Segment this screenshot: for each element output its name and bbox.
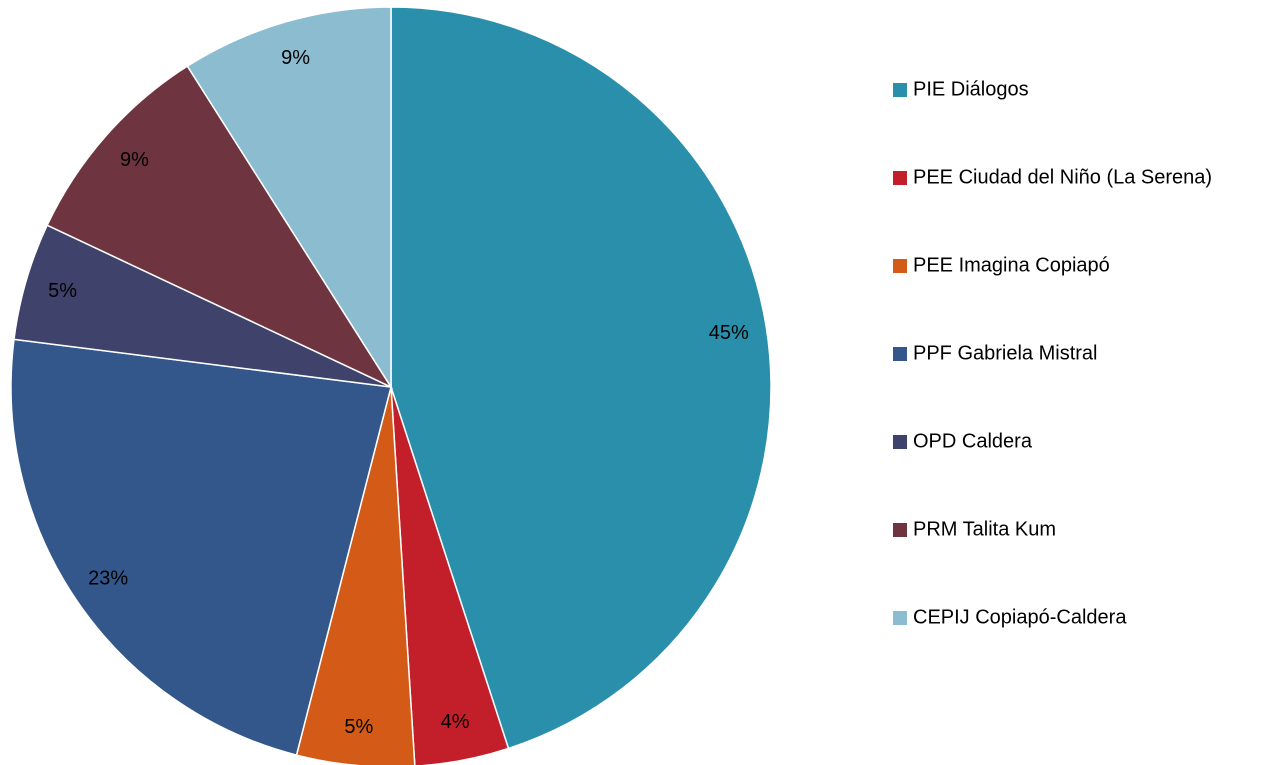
legend-label: PPF Gabriela Mistral <box>913 342 1098 364</box>
chart: 45% 4% 5% 23% 5% 9% 9% PIE Diálogos PEE Ciudad d… <box>0 0 1262 765</box>
data-label: 45% <box>709 322 749 344</box>
legend-swatch <box>893 171 907 185</box>
legend-swatch <box>893 83 907 97</box>
legend-label: CEPIJ Copiapó-Caldera <box>913 606 1127 628</box>
data-label: 5% <box>344 716 373 738</box>
legend-label: PEE Imagina Copiapó <box>913 254 1110 276</box>
legend-swatch <box>893 347 907 361</box>
legend-label: PIE Diálogos <box>913 78 1029 100</box>
legend-swatch <box>893 435 907 449</box>
legend-swatch <box>893 523 907 537</box>
legend-label: PRM Talita Kum <box>913 518 1056 540</box>
legend-label: OPD Caldera <box>913 430 1033 452</box>
data-label: 5% <box>48 280 77 302</box>
legend-swatch <box>893 611 907 625</box>
data-label: 9% <box>281 47 310 69</box>
data-label: 4% <box>441 711 470 733</box>
legend-swatch <box>893 259 907 273</box>
data-label: 23% <box>88 568 128 590</box>
legend-label: PEE Ciudad del Niño (La Serena) <box>913 166 1212 188</box>
data-label: 9% <box>120 149 149 171</box>
